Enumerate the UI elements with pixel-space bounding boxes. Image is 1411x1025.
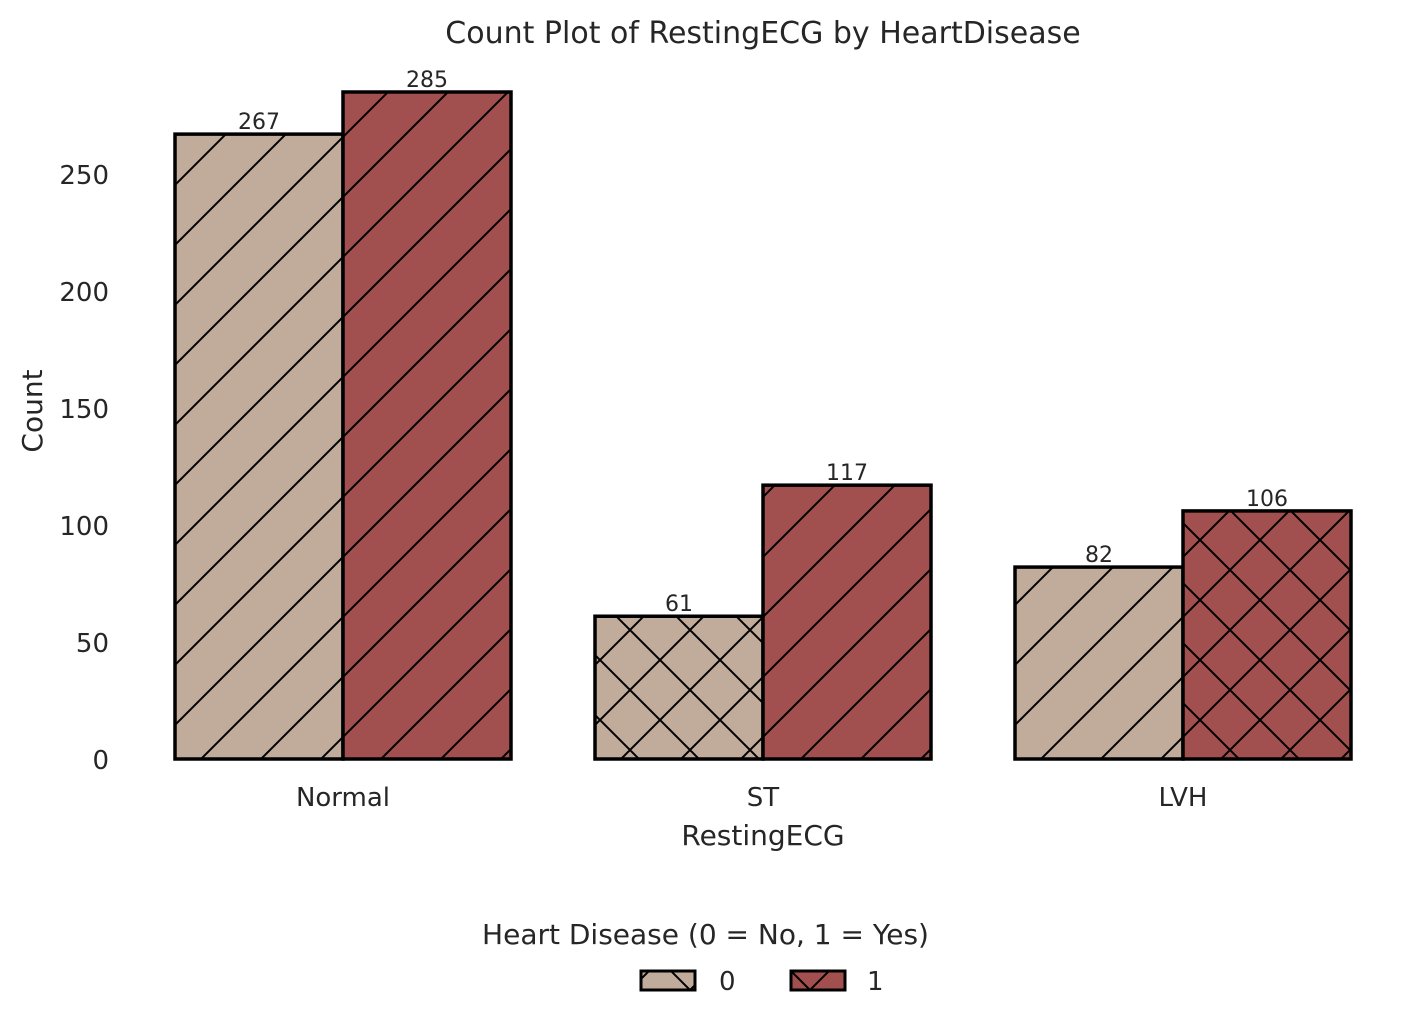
bar-value-labels: 267 285 61 117 82 106 <box>238 68 1288 617</box>
legend-swatch-hatch <box>789 969 847 992</box>
legend-label: 1 <box>867 967 884 997</box>
bar-hatch <box>173 132 345 761</box>
bars <box>173 90 1353 761</box>
x-tick-label: ST <box>747 783 780 813</box>
legend-title: Heart Disease (0 = No, 1 = Yes) <box>482 918 929 951</box>
bar-value-label: 267 <box>238 110 280 135</box>
legend-entry: 0 <box>639 967 736 997</box>
y-tick-labels: 0 50 100 150 200 250 <box>59 161 109 776</box>
x-axis-label: RestingECG <box>681 819 844 852</box>
bar-value-label: 285 <box>406 68 448 93</box>
legend-swatch-hatch <box>639 969 697 992</box>
bar-hatch <box>341 90 513 761</box>
y-tick-label: 50 <box>76 629 109 659</box>
x-tick-label: LVH <box>1159 783 1208 813</box>
bar-value-label: 106 <box>1246 487 1288 512</box>
bar-value-label: 82 <box>1085 543 1113 568</box>
chart-title: Count Plot of RestingECG by HeartDisease <box>445 16 1080 51</box>
x-tick-label: Normal <box>296 783 390 813</box>
y-tick-label: 200 <box>59 278 109 308</box>
y-tick-label: 0 <box>92 746 109 776</box>
bar-hatch <box>761 483 933 761</box>
bar-hatch <box>1181 509 1353 761</box>
bar-hatch <box>593 614 765 761</box>
y-tick-label: 100 <box>59 512 109 542</box>
legend-entry: 1 <box>789 967 884 997</box>
y-axis-label: Count <box>16 369 49 452</box>
x-tick-labels: Normal ST LVH <box>296 783 1208 813</box>
y-tick-label: 150 <box>59 395 109 425</box>
bar-value-label: 117 <box>826 461 868 486</box>
bar-value-label: 61 <box>665 592 693 617</box>
y-tick-label: 250 <box>59 161 109 191</box>
bar-hatch <box>1013 565 1185 761</box>
legend-label: 0 <box>719 967 736 997</box>
